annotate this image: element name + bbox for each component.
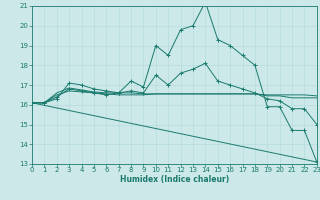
X-axis label: Humidex (Indice chaleur): Humidex (Indice chaleur) xyxy=(120,175,229,184)
